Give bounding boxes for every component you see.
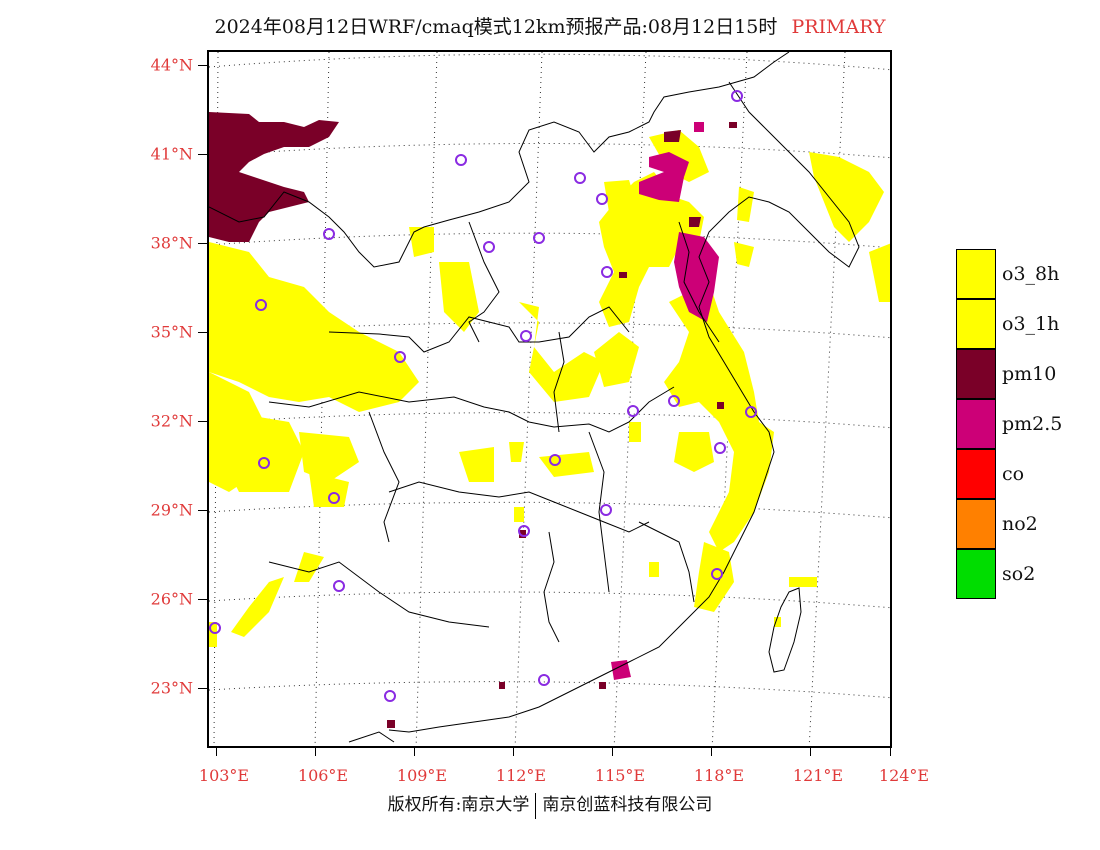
lat-label-41: 41°N [150, 144, 193, 164]
legend-label: pm2.5 [1002, 413, 1063, 435]
legend-label: no2 [1002, 513, 1038, 535]
lat-tick [198, 421, 207, 422]
title-mode: PRIMARY [791, 16, 886, 38]
lon-tick [414, 748, 415, 756]
lon-label-124: 124°E [878, 766, 930, 785]
lon-label-118: 118°E [693, 766, 745, 785]
legend-swatch [956, 349, 996, 399]
lon-tick [216, 748, 217, 756]
lat-label-35: 35°N [150, 322, 193, 342]
lon-tick [711, 748, 712, 756]
lon-tick [810, 748, 811, 756]
lon-label-103: 103°E [198, 766, 250, 785]
lat-label-44: 44°N [150, 55, 193, 75]
legend-label: o3_1h [1002, 313, 1060, 335]
legend-label: pm10 [1002, 363, 1057, 385]
lon-tick [513, 748, 514, 756]
lon-label-106: 106°E [297, 766, 349, 785]
pm25-field [611, 122, 719, 680]
pm10-field [209, 112, 737, 728]
legend-label: co [1002, 463, 1025, 485]
lat-label-26: 26°N [150, 589, 193, 609]
title-text: 2024年08月12日WRF/cmaq模式12km预报产品:08月12日15时 [214, 16, 778, 38]
lat-tick [198, 332, 207, 333]
legend-swatch [956, 549, 996, 599]
lon-label-112: 112°E [495, 766, 547, 785]
lat-tick [198, 688, 207, 689]
lon-tick [890, 748, 891, 756]
footer-separator [535, 792, 537, 819]
lon-label-121: 121°E [792, 766, 844, 785]
legend-swatch [956, 399, 996, 449]
legend-swatch [956, 449, 996, 499]
lon-tick [315, 748, 316, 756]
legend-swatch [956, 299, 996, 349]
lon-tick [612, 748, 613, 756]
lat-tick [198, 243, 207, 244]
monitoring-stations [209, 90, 757, 702]
lat-label-38: 38°N [150, 233, 193, 253]
boundaries [209, 52, 860, 743]
lat-tick [198, 154, 207, 155]
map-canvas [209, 52, 890, 746]
footer-left: 版权所有:南京大学 [387, 795, 530, 815]
o3-field [209, 130, 890, 647]
graticule [209, 52, 890, 746]
legend-label: so2 [1002, 563, 1036, 585]
forecast-map[interactable] [207, 50, 892, 748]
lat-tick [198, 510, 207, 511]
legend-label: o3_8h [1002, 263, 1060, 285]
map-title: 2024年08月12日WRF/cmaq模式12km预报产品:08月12日15时 … [0, 12, 1100, 39]
lon-label-109: 109°E [396, 766, 448, 785]
legend-swatch [956, 249, 996, 299]
lat-label-32: 32°N [150, 411, 193, 431]
footer-right: 南京创蓝科技有限公司 [542, 795, 713, 815]
lat-tick [198, 65, 207, 66]
lat-tick [198, 599, 207, 600]
legend-swatch [956, 499, 996, 549]
lat-label-23: 23°N [150, 678, 193, 698]
lon-label-115: 115°E [594, 766, 646, 785]
copyright-footer: 版权所有:南京大学 南京创蓝科技有限公司 [0, 790, 1100, 819]
lat-label-29: 29°N [150, 500, 193, 520]
